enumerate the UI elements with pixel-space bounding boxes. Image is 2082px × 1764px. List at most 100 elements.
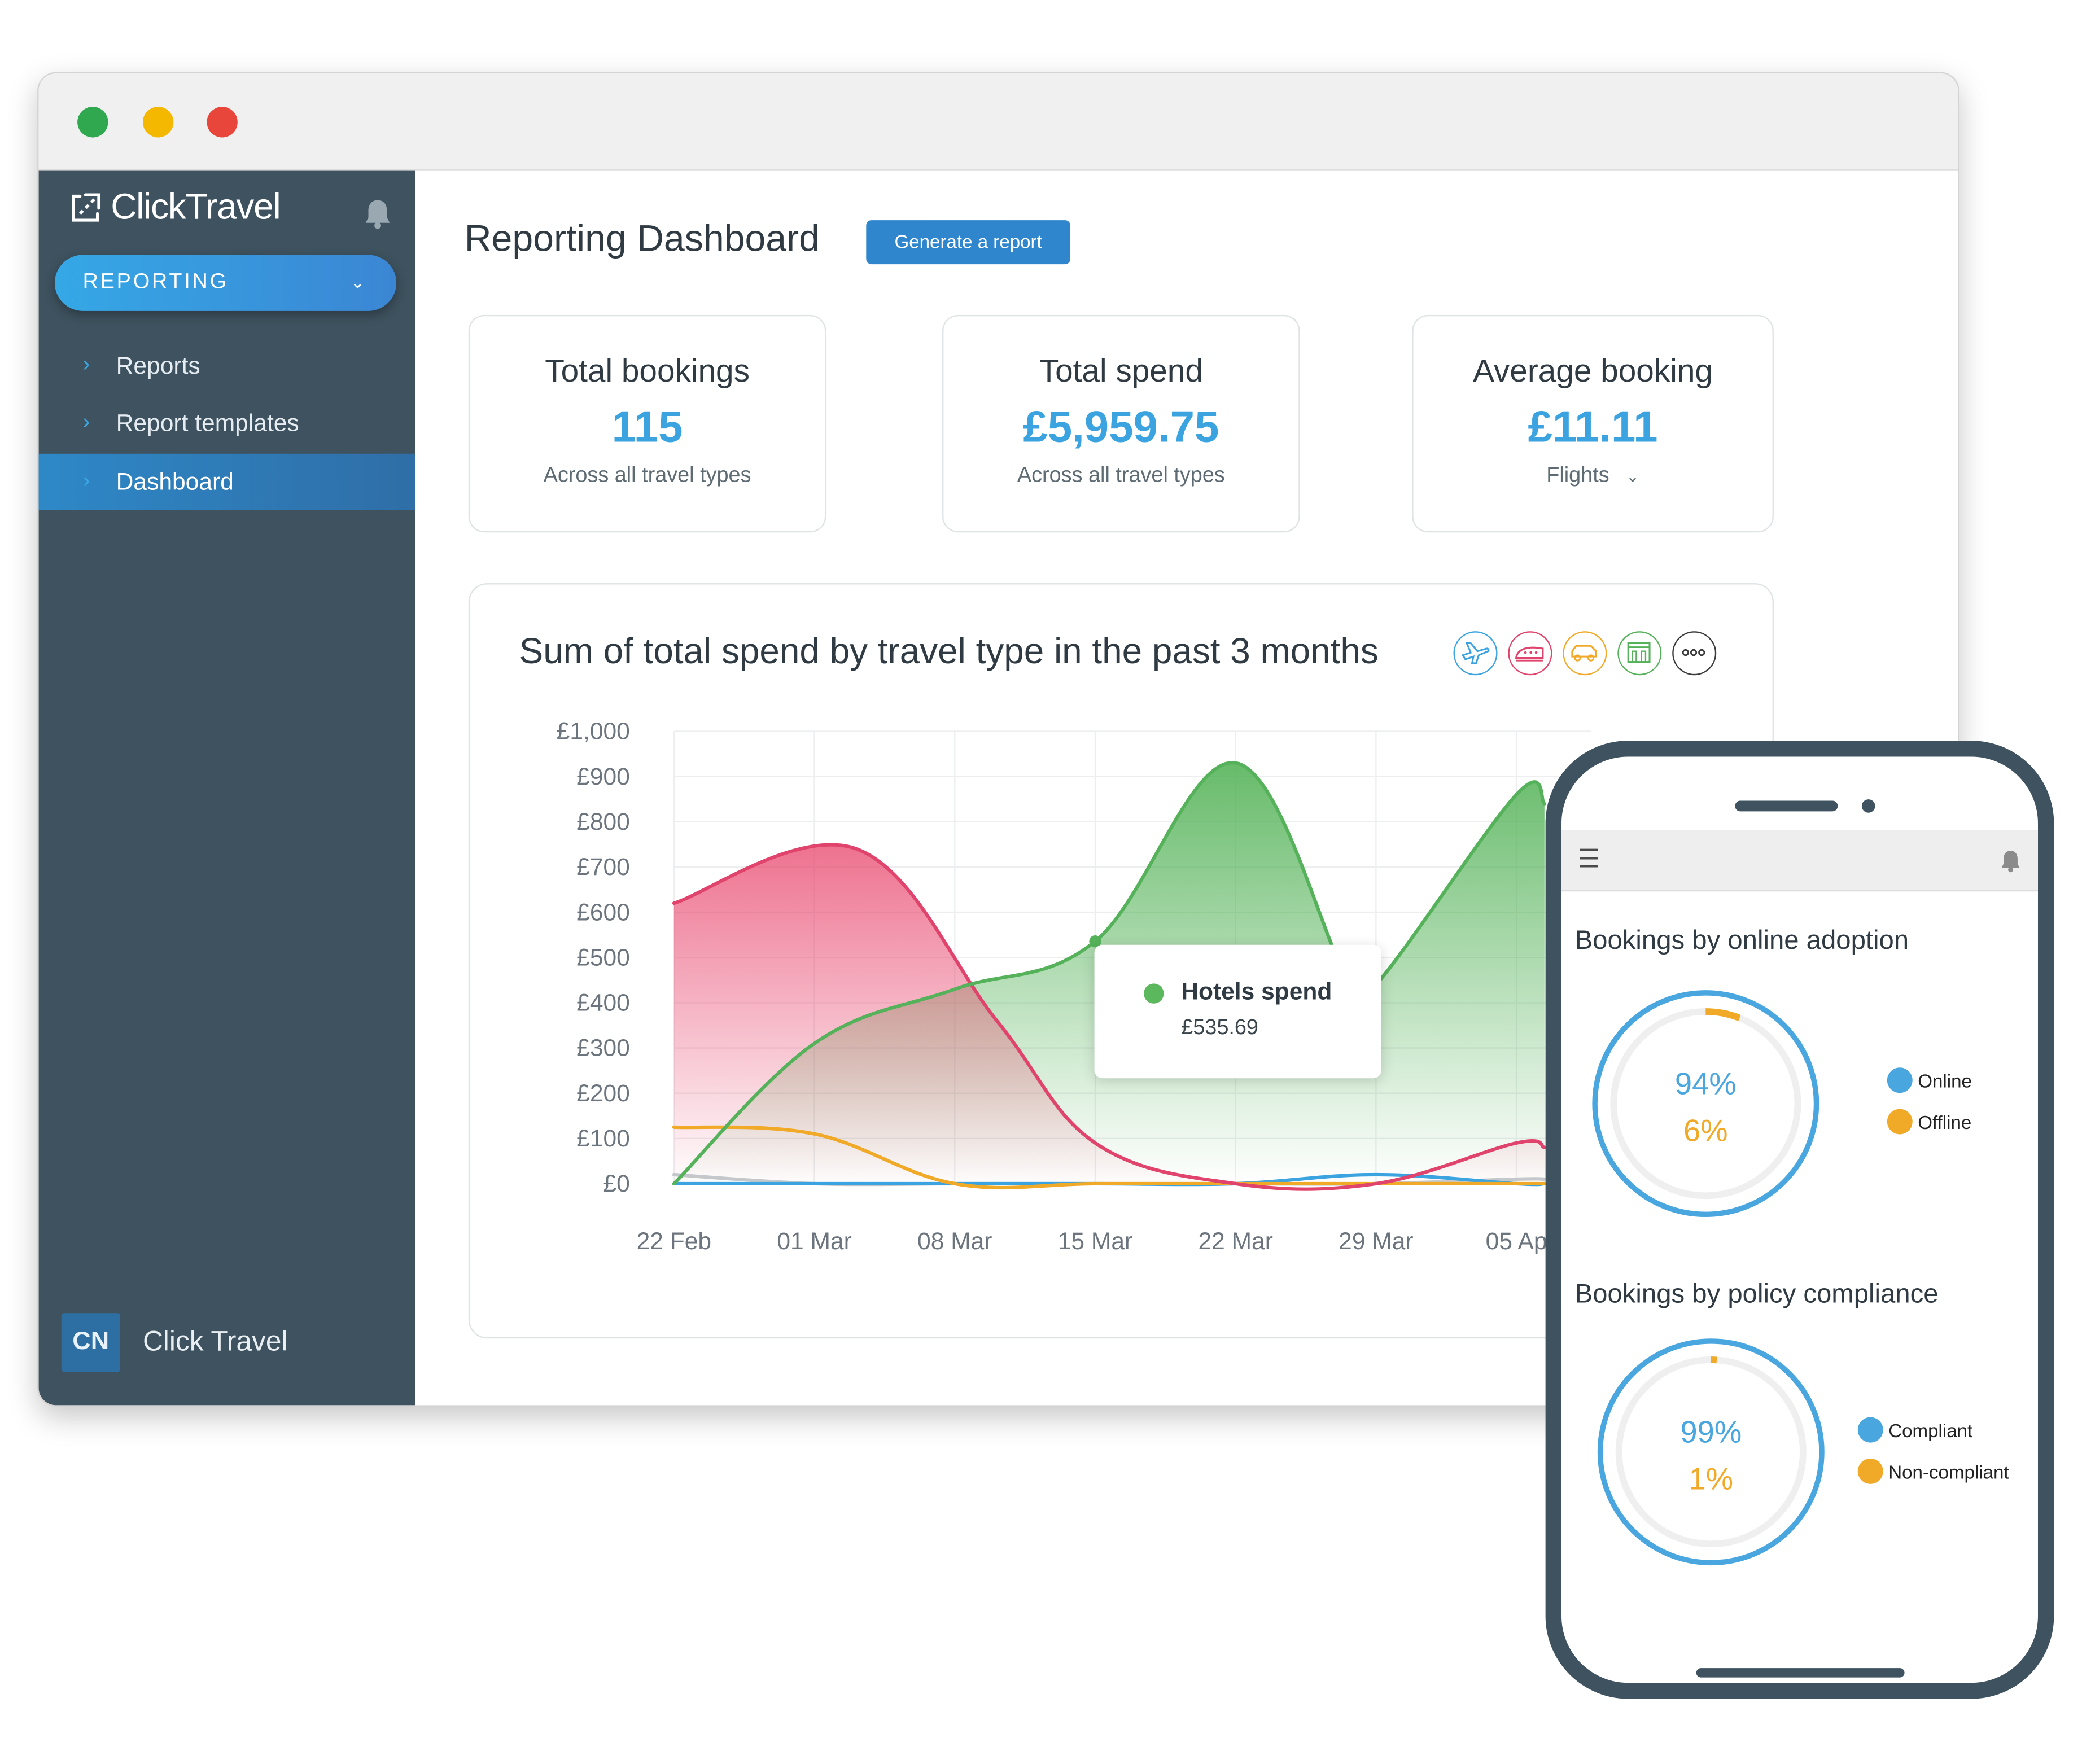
sidebar-item-label: Report templates: [116, 409, 299, 437]
legend-non-compliant: Non-compliant: [1857, 1458, 2009, 1484]
travel-type-selected: Flights: [1546, 464, 1609, 487]
sidebar-item-label: Dashboard: [116, 468, 234, 496]
stat-value: £5,959.75: [1023, 401, 1219, 452]
chevron-right-icon: ›: [82, 353, 90, 377]
y-tick-label: £900: [576, 763, 630, 790]
reporting-dropdown[interactable]: REPORTING ⌄: [54, 255, 397, 311]
mobile-header-bar: ☰: [1561, 830, 2038, 892]
avatar: CN: [61, 1313, 120, 1372]
donut-track: [1615, 1356, 1807, 1548]
menu-icon[interactable]: ☰: [1577, 846, 1600, 874]
donut-segment: [1610, 1008, 1801, 1200]
x-tick-label: 01 Mar: [777, 1228, 851, 1255]
series-line: [672, 1125, 1546, 1190]
donut-primary-value: 99%: [1680, 1415, 1742, 1450]
donut-segment: [1615, 1356, 1807, 1548]
x-tick-label: 15 Mar: [1058, 1228, 1132, 1255]
legend-offline: Offline: [1887, 1109, 1971, 1135]
legend-dot: [1857, 1417, 1883, 1443]
close-dot[interactable]: [207, 107, 238, 138]
home-indicator: [1696, 1668, 1905, 1678]
chart-tooltip: Hotels spend £535.69: [1094, 944, 1381, 1079]
sidebar-item-report-templates[interactable]: › Report templates: [39, 395, 415, 451]
y-tick-label: £600: [576, 899, 630, 926]
train-icon[interactable]: [1508, 631, 1552, 676]
y-tick-label: £200: [576, 1080, 630, 1107]
tooltip-legend-dot: [1144, 983, 1164, 1004]
chevron-down-icon: ⌄: [350, 272, 368, 292]
legend-compliant: Compliant: [1857, 1417, 1973, 1443]
user-profile[interactable]: CN Click Travel: [61, 1313, 288, 1372]
legend-online: Online: [1887, 1067, 1972, 1093]
y-tick-label: £100: [576, 1125, 630, 1152]
highlight-point: [1089, 935, 1101, 948]
tooltip-label: Hotels spend: [1181, 978, 1332, 1005]
donut-primary-value: 94%: [1675, 1067, 1737, 1101]
donut-outer-ring: [1592, 990, 1819, 1218]
legend-dot: [1887, 1067, 1913, 1093]
generate-report-button[interactable]: Generate a report: [866, 220, 1071, 265]
y-tick-label: £0: [603, 1170, 630, 1197]
more-icon[interactable]: [1672, 631, 1717, 676]
y-tick-label: £700: [576, 853, 630, 881]
hotel-icon[interactable]: [1617, 631, 1662, 676]
notifications-bell-icon[interactable]: [1999, 849, 2022, 879]
phone-speaker: [1735, 800, 1838, 812]
donut-secondary-value: 1%: [1689, 1461, 1733, 1496]
phone-camera: [1861, 799, 1875, 813]
stat-title: Average booking: [1473, 353, 1713, 390]
chart-title: Sum of total spend by travel type in the…: [519, 631, 1379, 672]
chevron-down-icon: ⌄: [1626, 467, 1639, 486]
stat-card-total-spend: Total spend £5,959.75 Across all travel …: [942, 314, 1300, 533]
sidebar-item-dashboard[interactable]: › Dashboard: [38, 453, 415, 510]
x-tick-label: 29 Mar: [1339, 1228, 1413, 1255]
car-icon[interactable]: [1563, 631, 1607, 676]
online-adoption-donut: 94%6%: [1592, 990, 1819, 1218]
travel-type-select[interactable]: Flights ⌄: [1414, 465, 1773, 489]
stat-card-total-bookings: Total bookings 115 Across all travel typ…: [468, 314, 826, 533]
legend-label: Compliant: [1888, 1419, 1973, 1441]
donut-outer-ring: [1597, 1338, 1825, 1566]
series-line: [672, 761, 1546, 1186]
legend-label: Non-compliant: [1888, 1460, 2009, 1482]
y-tick-label: £500: [576, 944, 630, 971]
sidebar-item-reports[interactable]: › Reports: [39, 338, 415, 393]
y-tick-label: £1,000: [557, 718, 630, 745]
minimize-dot[interactable]: [77, 107, 108, 138]
legend-label: Offline: [1918, 1111, 1972, 1132]
y-tick-label: £300: [576, 1035, 630, 1062]
policy-compliance-title: Bookings by policy compliance: [1574, 1280, 1939, 1310]
x-tick-label: 22 Mar: [1198, 1228, 1272, 1255]
chevron-right-icon: ›: [82, 470, 90, 493]
donut-secondary-value: 6%: [1683, 1113, 1728, 1148]
y-tick-label: £800: [576, 808, 630, 835]
sidebar-item-label: Reports: [116, 352, 200, 379]
logo[interactable]: ClickTravel: [68, 187, 281, 228]
stat-subtitle: Across all travel types: [1017, 464, 1225, 487]
policy-compliance-donut: 99%1%: [1597, 1338, 1825, 1566]
y-tick-label: £400: [576, 990, 630, 1017]
logo-text: ClickTravel: [111, 186, 281, 227]
legend-dot: [1857, 1458, 1883, 1484]
clicktravel-logo-icon: [72, 192, 100, 221]
notifications-bell-icon[interactable]: [363, 198, 392, 237]
stat-subtitle: Across all travel types: [543, 464, 751, 487]
legend-dot: [1887, 1109, 1913, 1135]
page-title: Reporting Dashboard: [464, 217, 820, 259]
sidebar: ClickTravel REPORTING ⌄ › Reports › Repo…: [38, 170, 415, 1406]
reporting-label: REPORTING: [82, 270, 229, 294]
stat-card-average-booking: Average booking £11.11 Flights ⌄: [1412, 314, 1774, 533]
x-tick-label: 08 Mar: [917, 1228, 992, 1255]
plane-icon[interactable]: [1453, 631, 1498, 676]
tooltip-value: £535.69: [1181, 1017, 1258, 1040]
x-tick-label: 22 Feb: [637, 1228, 711, 1255]
online-adoption-title: Bookings by online adoption: [1574, 926, 1909, 956]
series-line: [672, 843, 1546, 1191]
window-titlebar: [38, 73, 1958, 171]
donut-track: [1610, 1008, 1801, 1200]
maximize-dot[interactable]: [142, 107, 174, 138]
x-tick-label: 05 Ap: [1486, 1228, 1547, 1255]
stat-title: Total spend: [1039, 353, 1203, 390]
stat-title: Total bookings: [545, 353, 750, 390]
mobile-phone: ☰ Bookings by online adoption 94% 6% Onli…: [1545, 741, 2054, 1699]
